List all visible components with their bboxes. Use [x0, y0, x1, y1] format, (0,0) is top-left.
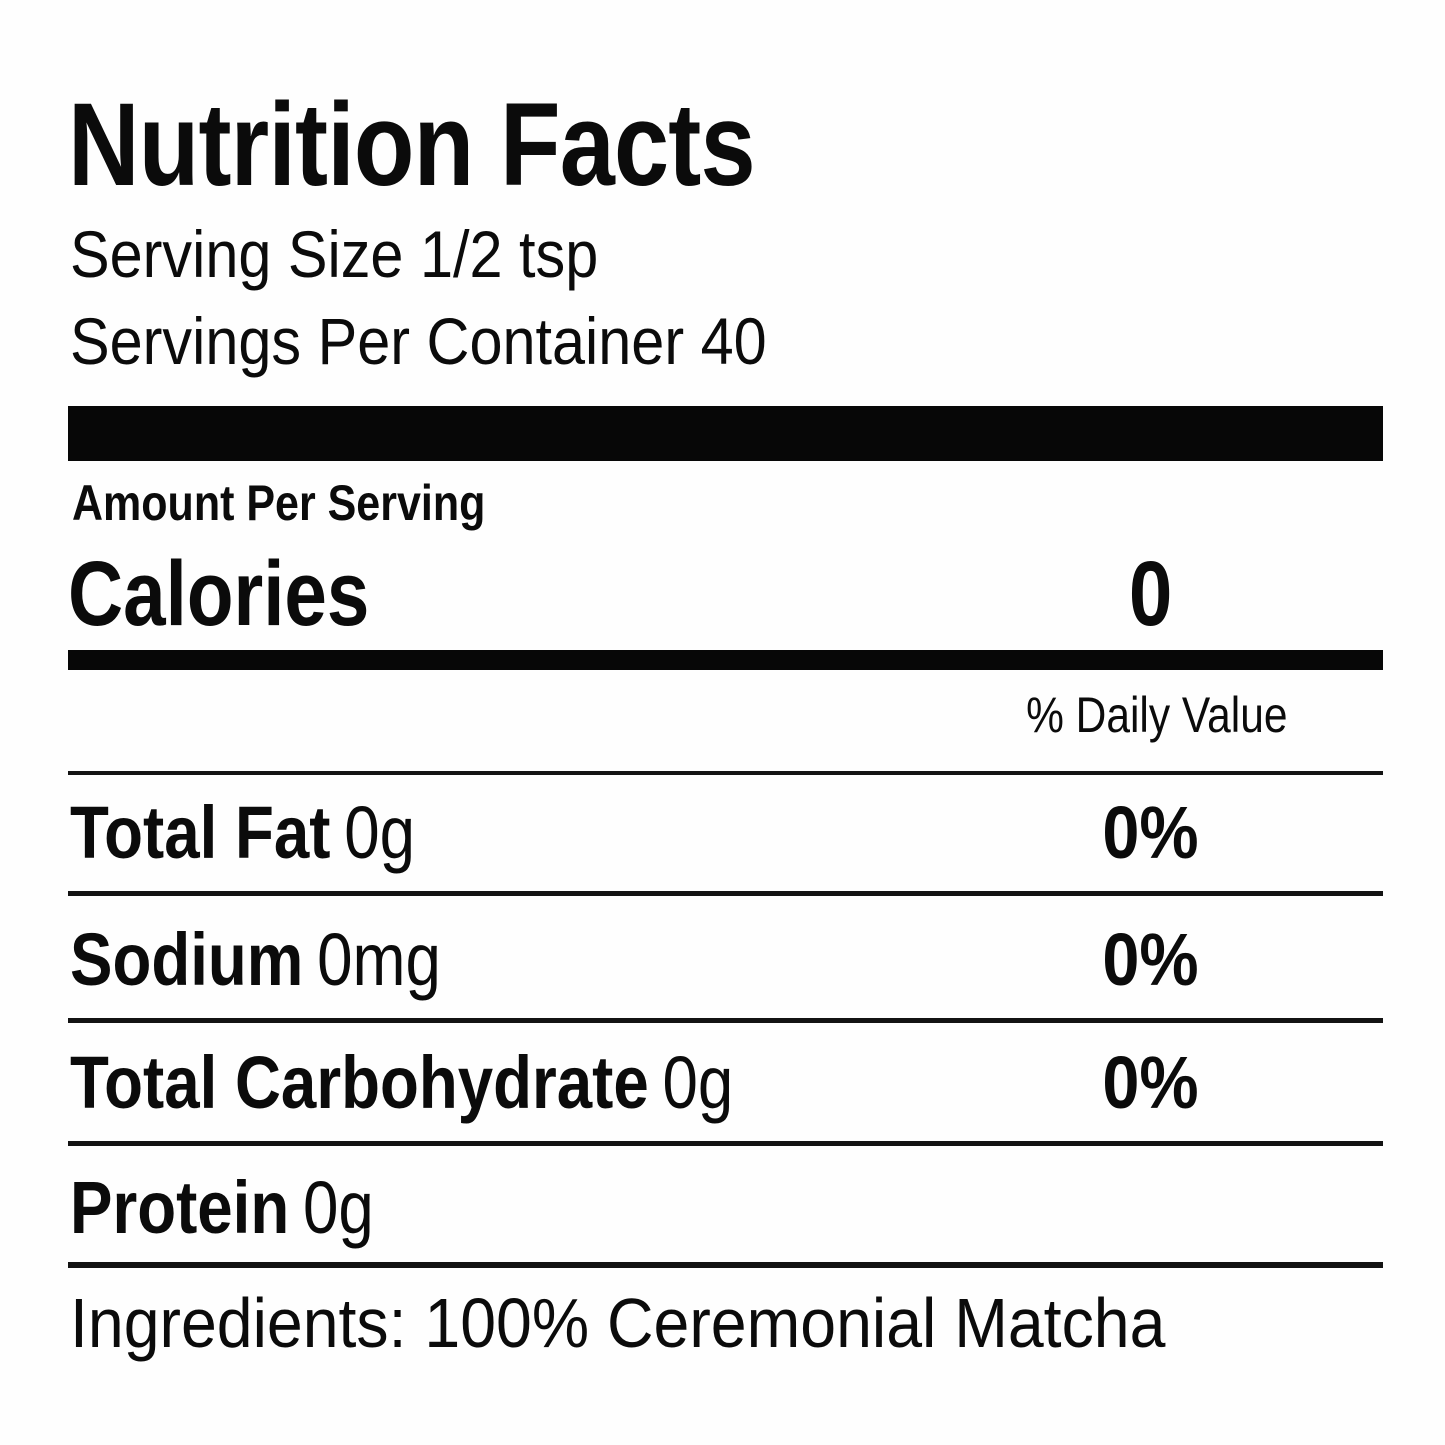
nutrient-daily-value-sodium: 0% — [1102, 918, 1199, 1001]
nutrient-amount: 0mg — [317, 918, 441, 1001]
nutrient-row-sodium: Sodium 0mg — [70, 923, 501, 997]
rule-under-total-carbohydrate — [68, 1141, 1383, 1146]
daily-value-header: % Daily Value — [1003, 690, 1298, 740]
nutrient-amount: 0g — [344, 791, 415, 874]
nutrient-row-protein: Protein 0g — [70, 1171, 423, 1245]
nutrient-name: Total Carbohydrate — [70, 1041, 649, 1124]
daily-value-header-text: % Daily Value — [1026, 687, 1288, 743]
nutrient-name: Sodium — [70, 918, 304, 1001]
label-title: Nutrition Facts — [68, 86, 886, 204]
serving-size-line: Serving Size 1/2 tsp — [70, 221, 657, 287]
nutrition-label-sheet: Nutrition Facts Serving Size 1/2 tsp Ser… — [68, 0, 1383, 1445]
nutrient-daily-value-total-carbohydrate: 0% — [1102, 1041, 1199, 1124]
rule-under-sodium — [68, 1018, 1383, 1023]
calories-label-text: Calories — [68, 543, 370, 645]
nutrient-daily-value-total-fat: 0% — [1102, 791, 1199, 874]
rule-under-protein — [68, 1262, 1383, 1268]
calories-value: 0 — [1003, 548, 1298, 640]
ingredients-text: Ingredients: 100% Ceremonial Matcha — [70, 1284, 1166, 1362]
nutrient-amount: 0g — [302, 1166, 374, 1249]
nutrient-name: Total Fat — [70, 791, 331, 874]
medium-separator-bar — [68, 650, 1383, 670]
ingredients-line: Ingredients: 100% Ceremonial Matcha — [70, 1288, 1261, 1358]
serving-size-text: Serving Size 1/2 tsp — [70, 217, 599, 291]
servings-per-container-text: Servings Per Container 40 — [70, 304, 767, 378]
amount-per-serving-text: Amount Per Serving — [72, 475, 486, 531]
nutrient-row-total-carbohydrate: Total Carbohydrate 0g — [70, 1046, 841, 1120]
label-title-text: Nutrition Facts — [68, 79, 756, 211]
calories-label: Calories — [68, 548, 431, 640]
thick-separator-bar — [68, 406, 1383, 461]
amount-per-serving-label: Amount Per Serving — [72, 478, 553, 528]
rule-under-daily-value-header — [68, 771, 1383, 775]
rule-under-total-fat — [68, 891, 1383, 896]
servings-per-container-line: Servings Per Container 40 — [70, 308, 844, 374]
nutrient-amount: 0g — [662, 1041, 734, 1124]
nutrient-row-total-fat: Total Fat 0g — [70, 796, 471, 870]
calories-value-text: 0 — [1128, 543, 1173, 645]
nutrient-name: Protein — [70, 1166, 290, 1249]
